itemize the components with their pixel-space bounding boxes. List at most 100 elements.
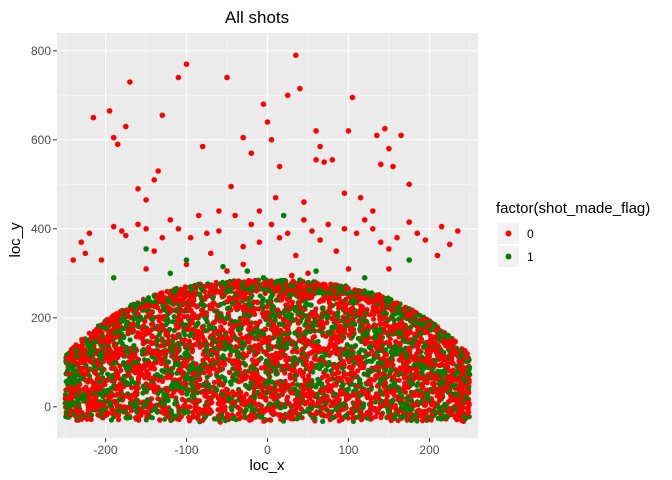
data-point: [327, 291, 333, 297]
data-point: [299, 354, 305, 360]
data-point: [120, 351, 126, 357]
data-point: [256, 306, 262, 312]
data-point: [435, 368, 441, 374]
data-point: [319, 314, 325, 320]
data-point: [341, 406, 347, 412]
data-point: [205, 355, 211, 361]
data-point: [374, 305, 380, 311]
data-point: [386, 409, 392, 415]
data-point: [430, 346, 436, 353]
data-point: [191, 371, 197, 377]
data-point: [431, 383, 437, 389]
data-point: [350, 415, 356, 421]
data-point: [454, 377, 460, 383]
data-point: [392, 415, 398, 421]
data-point: [341, 302, 348, 308]
data-point: [444, 404, 450, 410]
data-point: [365, 390, 371, 396]
data-point: [178, 414, 184, 420]
data-point: [109, 354, 115, 360]
data-point: [254, 376, 260, 382]
data-point: [269, 306, 275, 313]
data-point: [263, 313, 269, 319]
data-point: [418, 321, 424, 327]
data-point: [436, 380, 442, 387]
data-point: [411, 389, 417, 395]
data-point: [170, 342, 176, 348]
data-point: [265, 321, 271, 327]
data-point: [276, 293, 282, 299]
data-point: [378, 377, 384, 384]
data-point: [272, 317, 278, 323]
data-point: [286, 306, 292, 312]
data-point: [326, 359, 332, 366]
data-point: [270, 364, 276, 370]
data-point: [233, 417, 239, 423]
data-point: [348, 290, 354, 296]
data-point: [289, 291, 295, 297]
data-point: [369, 290, 375, 296]
data-point: [225, 299, 231, 305]
data-point: [372, 299, 378, 305]
data-point: [328, 338, 334, 344]
data-point: [340, 381, 346, 387]
data-point: [118, 338, 124, 344]
data-point: [210, 331, 216, 337]
data-point: [352, 343, 358, 349]
data-point: [325, 313, 331, 319]
data-point: [169, 411, 175, 417]
data-point: [149, 321, 155, 327]
data-point: [134, 359, 140, 365]
data-point: [75, 385, 81, 391]
data-point: [145, 360, 151, 366]
data-point: [276, 286, 282, 292]
data-point: [278, 327, 284, 333]
data-point: [133, 416, 139, 422]
data-point: [101, 321, 107, 327]
data-point: [448, 411, 455, 418]
data-point: [135, 311, 141, 317]
data-point: [131, 363, 137, 369]
data-point: [289, 299, 296, 305]
data-point: [274, 356, 280, 362]
data-point: [79, 416, 85, 422]
data-point: [350, 351, 356, 357]
data-point: [310, 369, 316, 375]
data-point: [177, 388, 184, 395]
data-point: [444, 375, 450, 381]
data-point: [215, 407, 221, 413]
data-point: [441, 368, 447, 374]
data-point: [209, 335, 216, 341]
data-point: [195, 385, 201, 391]
data-point: [322, 286, 328, 292]
data-point: [116, 417, 122, 423]
data-point: [392, 344, 398, 350]
data-point: [320, 405, 326, 411]
data-point: [181, 403, 187, 409]
data-point: [111, 341, 117, 347]
data-point: [329, 400, 335, 406]
data-point: [108, 417, 114, 423]
data-point: [363, 359, 370, 365]
data-point: [372, 395, 379, 401]
data-point: [389, 403, 395, 410]
data-point: [286, 336, 292, 342]
data-point: [80, 370, 86, 376]
data-point: [186, 338, 192, 344]
data-point: [415, 380, 421, 386]
data-point: [95, 401, 101, 407]
data-point: [114, 323, 120, 329]
data-point: [268, 417, 274, 423]
data-point: [158, 374, 164, 380]
data-point: [188, 286, 194, 292]
data-point: [213, 308, 219, 315]
data-point: [381, 384, 387, 390]
data-point: [452, 372, 458, 378]
data-point: [373, 323, 379, 329]
data-point: [204, 374, 210, 380]
data-point: [450, 349, 456, 356]
data-point: [108, 394, 114, 400]
data-point: [97, 391, 103, 397]
data-point: [220, 335, 226, 341]
data-point: [132, 393, 138, 399]
